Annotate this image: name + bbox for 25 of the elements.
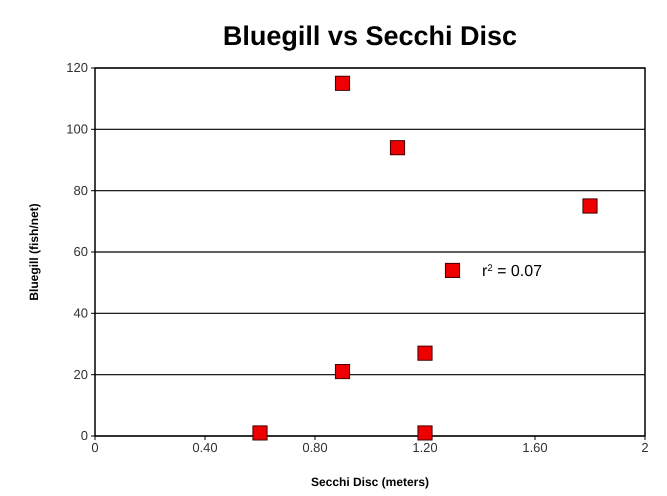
y-tick-label: 60 bbox=[74, 244, 88, 260]
point bbox=[417, 425, 433, 441]
y-tick-label: 120 bbox=[66, 60, 88, 76]
y-tick-label: 100 bbox=[66, 121, 88, 136]
y-tick-label: 40 bbox=[74, 305, 88, 320]
y-tick-label: 0 bbox=[80, 428, 88, 444]
point bbox=[334, 364, 350, 380]
point bbox=[390, 140, 406, 156]
x-tick-label: 1.60 bbox=[522, 440, 548, 456]
x-axis-title: Secchi Disc (meters) bbox=[310, 475, 430, 489]
x-tick-label: 0.40 bbox=[192, 440, 218, 456]
chart-title: Bluegill vs Secchi Disc bbox=[222, 21, 518, 51]
point bbox=[444, 262, 460, 278]
y-axis-title: Bluegill (fish/net) bbox=[27, 203, 41, 301]
x-tick-label: 2 bbox=[641, 440, 649, 456]
y-tick-label: 80 bbox=[74, 182, 88, 198]
annotation: r$^{2}$ = 0.07 bbox=[482, 262, 542, 280]
point bbox=[334, 76, 350, 91]
x-tick-label: 0.80 bbox=[302, 440, 328, 456]
point bbox=[252, 425, 268, 441]
point bbox=[582, 198, 598, 214]
point bbox=[417, 346, 433, 361]
x-tick-label: 1.20 bbox=[412, 440, 438, 456]
x-tick-label: 0 bbox=[91, 440, 99, 456]
y-tick-label: 20 bbox=[74, 366, 88, 382]
